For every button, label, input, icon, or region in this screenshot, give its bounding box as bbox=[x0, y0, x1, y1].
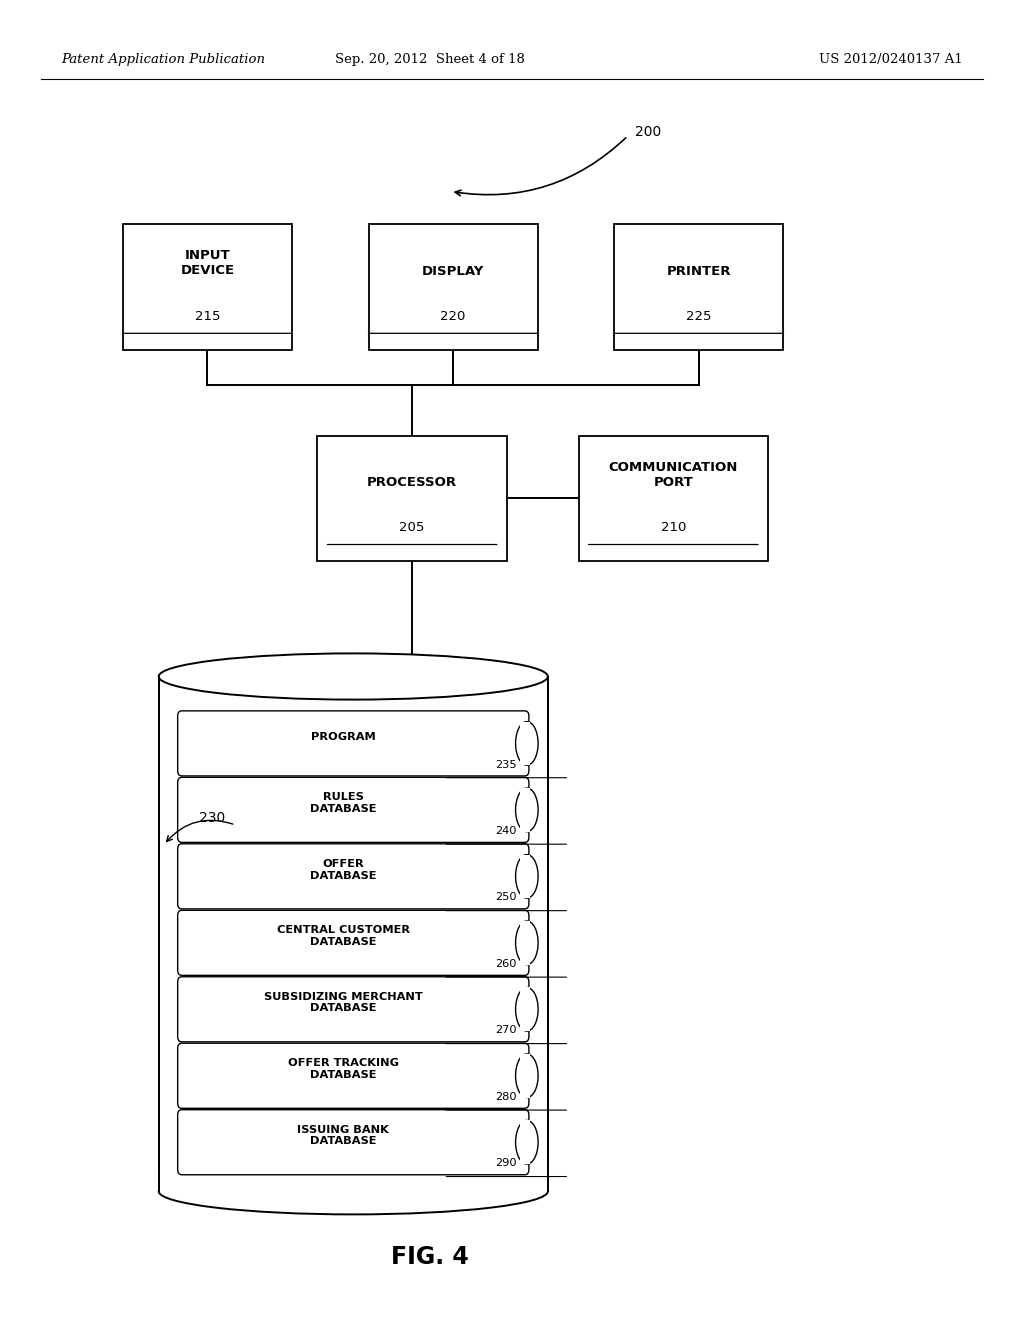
Bar bbox=[369, 224, 538, 350]
Text: PRINTER: PRINTER bbox=[667, 265, 731, 277]
Text: CENTRAL CUSTOMER
DATABASE: CENTRAL CUSTOMER DATABASE bbox=[276, 925, 410, 946]
Text: 230: 230 bbox=[199, 812, 225, 825]
FancyBboxPatch shape bbox=[177, 711, 528, 776]
Text: Patent Application Publication: Patent Application Publication bbox=[61, 53, 265, 66]
Text: 220: 220 bbox=[440, 310, 466, 322]
Ellipse shape bbox=[159, 653, 548, 700]
Text: SUBSIDIZING MERCHANT
DATABASE: SUBSIDIZING MERCHANT DATABASE bbox=[263, 991, 423, 1014]
Bar bbox=[317, 436, 507, 561]
Ellipse shape bbox=[515, 1053, 539, 1097]
FancyBboxPatch shape bbox=[177, 911, 528, 975]
Bar bbox=[519, 722, 530, 766]
Bar bbox=[579, 436, 768, 561]
Text: 235: 235 bbox=[496, 759, 517, 770]
Bar bbox=[519, 1121, 530, 1164]
Ellipse shape bbox=[515, 987, 539, 1031]
Bar bbox=[519, 1053, 530, 1097]
Ellipse shape bbox=[515, 1121, 539, 1164]
Ellipse shape bbox=[515, 854, 539, 898]
Bar bbox=[614, 224, 783, 350]
Text: 280: 280 bbox=[496, 1092, 517, 1102]
FancyBboxPatch shape bbox=[177, 977, 528, 1041]
Text: Sep. 20, 2012  Sheet 4 of 18: Sep. 20, 2012 Sheet 4 of 18 bbox=[335, 53, 525, 66]
Text: ISSUING BANK
DATABASE: ISSUING BANK DATABASE bbox=[297, 1125, 389, 1147]
Bar bbox=[519, 854, 530, 898]
Text: PROCESSOR: PROCESSOR bbox=[367, 477, 458, 488]
Text: 205: 205 bbox=[399, 521, 425, 533]
Text: 210: 210 bbox=[660, 521, 686, 533]
Ellipse shape bbox=[515, 921, 539, 965]
FancyBboxPatch shape bbox=[177, 1110, 528, 1175]
Text: US 2012/0240137 A1: US 2012/0240137 A1 bbox=[819, 53, 963, 66]
Text: 215: 215 bbox=[195, 310, 220, 322]
Bar bbox=[123, 224, 292, 350]
Text: PROGRAM: PROGRAM bbox=[310, 731, 376, 742]
Text: 290: 290 bbox=[496, 1159, 517, 1168]
Text: INPUT
DEVICE: INPUT DEVICE bbox=[180, 249, 234, 277]
Text: COMMUNICATION
PORT: COMMUNICATION PORT bbox=[608, 461, 738, 488]
Bar bbox=[159, 676, 548, 1191]
Bar bbox=[519, 987, 530, 1031]
Text: RULES
DATABASE: RULES DATABASE bbox=[310, 792, 376, 814]
Text: 225: 225 bbox=[686, 310, 712, 322]
FancyBboxPatch shape bbox=[177, 1043, 528, 1109]
Bar bbox=[519, 921, 530, 965]
Bar bbox=[158, 1166, 549, 1191]
Text: OFFER TRACKING
DATABASE: OFFER TRACKING DATABASE bbox=[288, 1059, 398, 1080]
FancyBboxPatch shape bbox=[177, 777, 528, 842]
Text: DISPLAY: DISPLAY bbox=[422, 265, 484, 277]
Text: FIG. 4: FIG. 4 bbox=[391, 1245, 469, 1269]
Text: OFFER
DATABASE: OFFER DATABASE bbox=[310, 859, 376, 880]
Ellipse shape bbox=[159, 1168, 548, 1214]
Text: 250: 250 bbox=[496, 892, 517, 903]
Text: 270: 270 bbox=[496, 1026, 517, 1035]
Bar bbox=[519, 788, 530, 832]
Text: 200: 200 bbox=[635, 125, 662, 139]
Text: 260: 260 bbox=[496, 958, 517, 969]
Ellipse shape bbox=[515, 722, 539, 766]
FancyBboxPatch shape bbox=[177, 843, 528, 909]
Ellipse shape bbox=[515, 788, 539, 832]
Text: 240: 240 bbox=[496, 826, 517, 836]
